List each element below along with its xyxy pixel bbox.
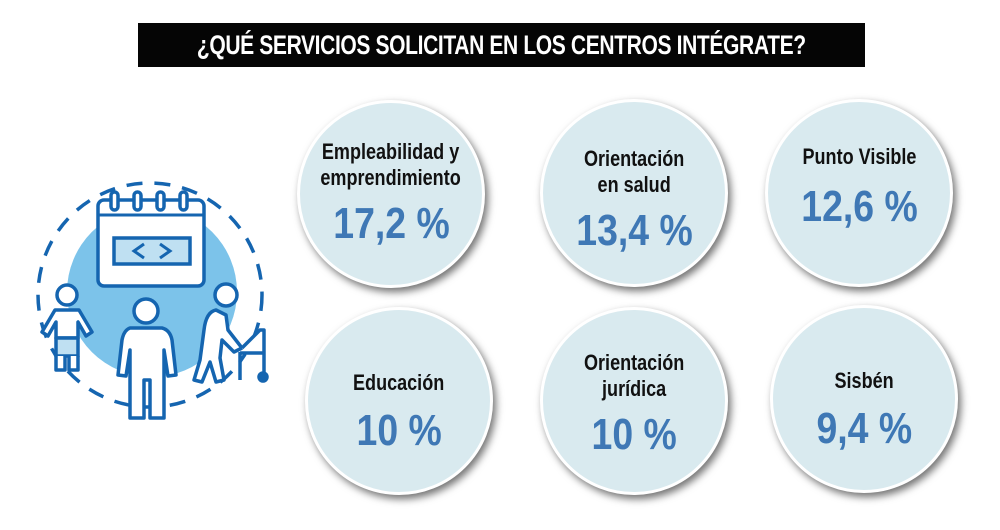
service-label: Orientación en salud bbox=[584, 146, 684, 198]
service-label: Empleabilidad y emprendimiento bbox=[321, 139, 461, 191]
service-label-line1: Orientación bbox=[583, 146, 685, 171]
service-label: Educación bbox=[353, 370, 444, 396]
service-label: Sisbén bbox=[834, 368, 893, 394]
service-label: Punto Visible bbox=[802, 144, 916, 170]
service-percentage: 12,6 % bbox=[800, 182, 918, 231]
title-banner: ¿QUÉ SERVICIOS SOLICITAN EN LOS CENTROS … bbox=[138, 23, 865, 67]
calendar-people-icon bbox=[36, 181, 269, 420]
service-label: Orientación jurídica bbox=[584, 350, 684, 402]
service-card-orientacion-juridica: Orientación jurídica 10 % bbox=[540, 307, 728, 495]
service-card-punto-visible: Punto Visible 12,6 % bbox=[765, 99, 953, 287]
service-label-line1: Sisbén bbox=[834, 368, 894, 393]
service-label-line1: Educación bbox=[353, 370, 445, 395]
service-card-empleabilidad: Empleabilidad y emprendimiento 17,2 % bbox=[297, 100, 485, 288]
service-percentage: 10 % bbox=[356, 406, 442, 455]
service-label-line1: Empleabilidad y bbox=[322, 139, 460, 164]
service-label-line2: jurídica bbox=[601, 376, 667, 401]
service-label-line1: Punto Visible bbox=[802, 144, 916, 169]
service-card-sisben: Sisbén 9,4 % bbox=[770, 305, 958, 493]
service-card-educacion: Educación 10 % bbox=[305, 307, 493, 495]
service-percentage: 13,4 % bbox=[575, 206, 693, 255]
service-percentage: 17,2 % bbox=[332, 199, 450, 248]
service-label-line2: emprendimiento bbox=[320, 165, 462, 190]
service-label-line2: en salud bbox=[597, 172, 671, 197]
service-percentage: 9,4 % bbox=[816, 404, 912, 453]
service-percentage: 10 % bbox=[591, 410, 677, 459]
service-card-orientacion-salud: Orientación en salud 13,4 % bbox=[540, 99, 728, 287]
page-title: ¿QUÉ SERVICIOS SOLICITAN EN LOS CENTROS … bbox=[197, 29, 806, 60]
service-label-line1: Orientación bbox=[583, 350, 685, 375]
